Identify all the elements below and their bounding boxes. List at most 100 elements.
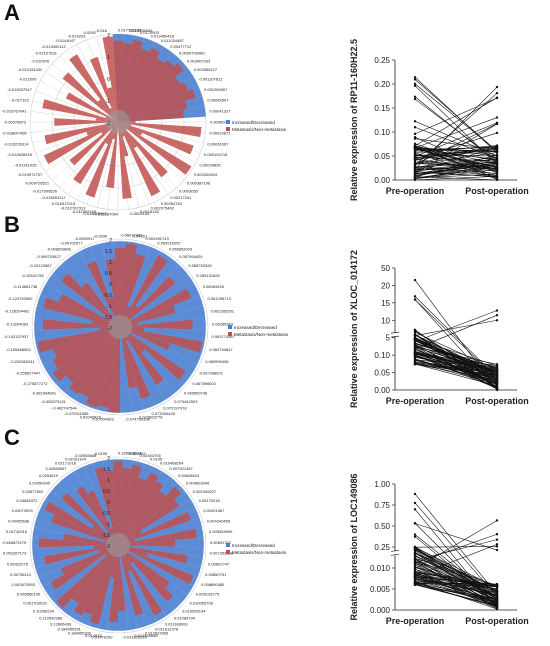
post-point: [495, 91, 499, 95]
pre-point: [413, 329, 417, 333]
radar-center: [106, 110, 130, 134]
post-point: [495, 519, 499, 522]
paired-chart-2: 0.000 0.005 0.010 0.25 0.50 0.75 1.00 Relative …: [349, 473, 529, 626]
pair-line: [414, 117, 498, 149]
radar-wedge-metastasis: [120, 327, 164, 385]
pair-line: [414, 97, 498, 135]
radar-slice-label: 0.010593194: [182, 609, 206, 614]
radar-slice-label: 0.02161104: [65, 456, 87, 461]
pair-line: [414, 348, 498, 390]
radar-tick-label: -0.5: [101, 511, 110, 517]
legend-label-metastasis: Metastasis/Non-metastasis: [232, 550, 287, 555]
pre-point: [413, 501, 417, 505]
radar-slice-label: 0.063573953: [12, 582, 36, 587]
radar-wedge-increased: [120, 274, 195, 327]
post-point: [495, 545, 499, 548]
pre-point: [413, 165, 417, 169]
pair-line: [414, 122, 498, 157]
radar-wedge-metastasis: [114, 247, 126, 327]
y-tick-label: 0.00: [374, 386, 390, 395]
y-axis-label: Relative expression of RP11-160H22.5: [349, 39, 359, 201]
radar-wedge-metastasis: [118, 545, 188, 564]
pair-line: [414, 354, 498, 381]
pair-line: [414, 86, 498, 170]
radar-slice-label: -0.128204402: [5, 309, 30, 314]
pair-line: [414, 330, 498, 382]
radar-spoke: [117, 121, 185, 181]
radar-slice-label: 0.00170016: [199, 498, 221, 503]
pre-point: [413, 82, 417, 86]
radar-slice-label: 0.070442503: [174, 399, 198, 404]
pair-line: [414, 523, 498, 551]
radar-slice-label: 0.065560195: [17, 592, 41, 597]
post-point: [495, 595, 499, 598]
radar-slice-label: 0.0008001: [210, 120, 230, 125]
pre-point: [413, 353, 417, 356]
pre-point: [413, 97, 417, 101]
radar-slice-label: -0.255627447: [16, 371, 41, 376]
radar-wedge-metastasis: [85, 327, 120, 408]
radar-tick-label: -1.5: [101, 533, 110, 539]
radar-slice-label: 0.061296713: [207, 296, 231, 301]
radar-wedge-metastasis: [120, 327, 171, 351]
radar-wedge-metastasis: [42, 99, 118, 122]
radar-wedge-metastasis: [120, 327, 137, 389]
radar-wedge-metastasis: [81, 282, 120, 327]
post-point: [495, 131, 499, 135]
radar-tick-label: -0.5: [103, 293, 112, 299]
pre-point: [413, 295, 417, 298]
pre-point: [413, 338, 417, 342]
radar-tick-label: 2: [109, 238, 112, 244]
radar-wedge-metastasis: [53, 327, 120, 358]
radar-wedge-metastasis: [118, 88, 196, 122]
radar-slice-label: -0.09702577: [60, 240, 83, 245]
radar-slice-label: 0.004162: [129, 451, 146, 456]
radar-slice-label: 0.065990455: [205, 359, 229, 364]
radar-slice-label: 0.012637856: [145, 630, 169, 635]
radar-slice-label: 0.011912378: [155, 627, 179, 632]
y-tick-label: 0.25: [374, 543, 390, 552]
radar-wedge-metastasis: [118, 545, 170, 589]
post-point: [495, 601, 499, 605]
radar-chart-2: 2 1.5 1 0.5 0 -0.5 -1 -1.5 -2 0.1850939140.004162…: [3, 451, 287, 640]
radar-wedge-metastasis: [118, 122, 168, 178]
radar-wedge-metastasis: [118, 122, 202, 138]
axis-break: [391, 551, 399, 556]
radar-wedge-metastasis: [120, 327, 186, 380]
radar-tick-label: -2: [108, 326, 113, 332]
radar-slice-label: 0.001167812: [199, 77, 223, 82]
axis-break: [391, 333, 399, 338]
radar-wedge-metastasis: [97, 327, 120, 408]
pre-point: [413, 132, 417, 136]
pair-line: [414, 576, 498, 588]
radar-slice-label: 0.184955332: [68, 630, 92, 635]
radar-wedge-metastasis: [118, 62, 184, 122]
pair-line: [414, 581, 498, 585]
radar-wedge-metastasis: [58, 294, 120, 327]
radar-wedge-increased: [118, 517, 202, 545]
radar-slice-label: 0.017736108: [118, 28, 142, 33]
radar-wedge-increased: [35, 545, 118, 578]
radar-wedge-increased: [118, 545, 204, 558]
radar-wedge-metastasis: [54, 118, 118, 126]
radar-slice-label: -0.0144047: [55, 38, 76, 43]
radar-slice-label: 0.062282051: [211, 309, 235, 314]
pair-line: [414, 346, 498, 387]
pre-point: [413, 177, 417, 180]
radar-slice-label: 0.04201: [133, 233, 148, 238]
radar-spoke: [45, 71, 119, 123]
axis-break-mark: [390, 549, 400, 552]
pair-line: [414, 558, 498, 597]
axis-break-mark: [390, 553, 400, 556]
legend-swatch-increased: [226, 543, 230, 547]
radar-slice-label: -0.124753309: [8, 296, 33, 301]
radar-wedge-increased: [34, 327, 120, 342]
radar-wedge-metastasis: [120, 305, 176, 327]
radar-slice-label: 0.06285363: [212, 321, 234, 326]
radar-slice-label: -0.019037517: [7, 87, 32, 92]
radar-slice-label: -0.014203: [67, 33, 86, 38]
radar-slice-label: 0.067338671: [200, 371, 224, 376]
pair-line: [414, 163, 498, 172]
pre-point: [413, 120, 417, 123]
radar-wedge-metastasis: [108, 545, 118, 622]
